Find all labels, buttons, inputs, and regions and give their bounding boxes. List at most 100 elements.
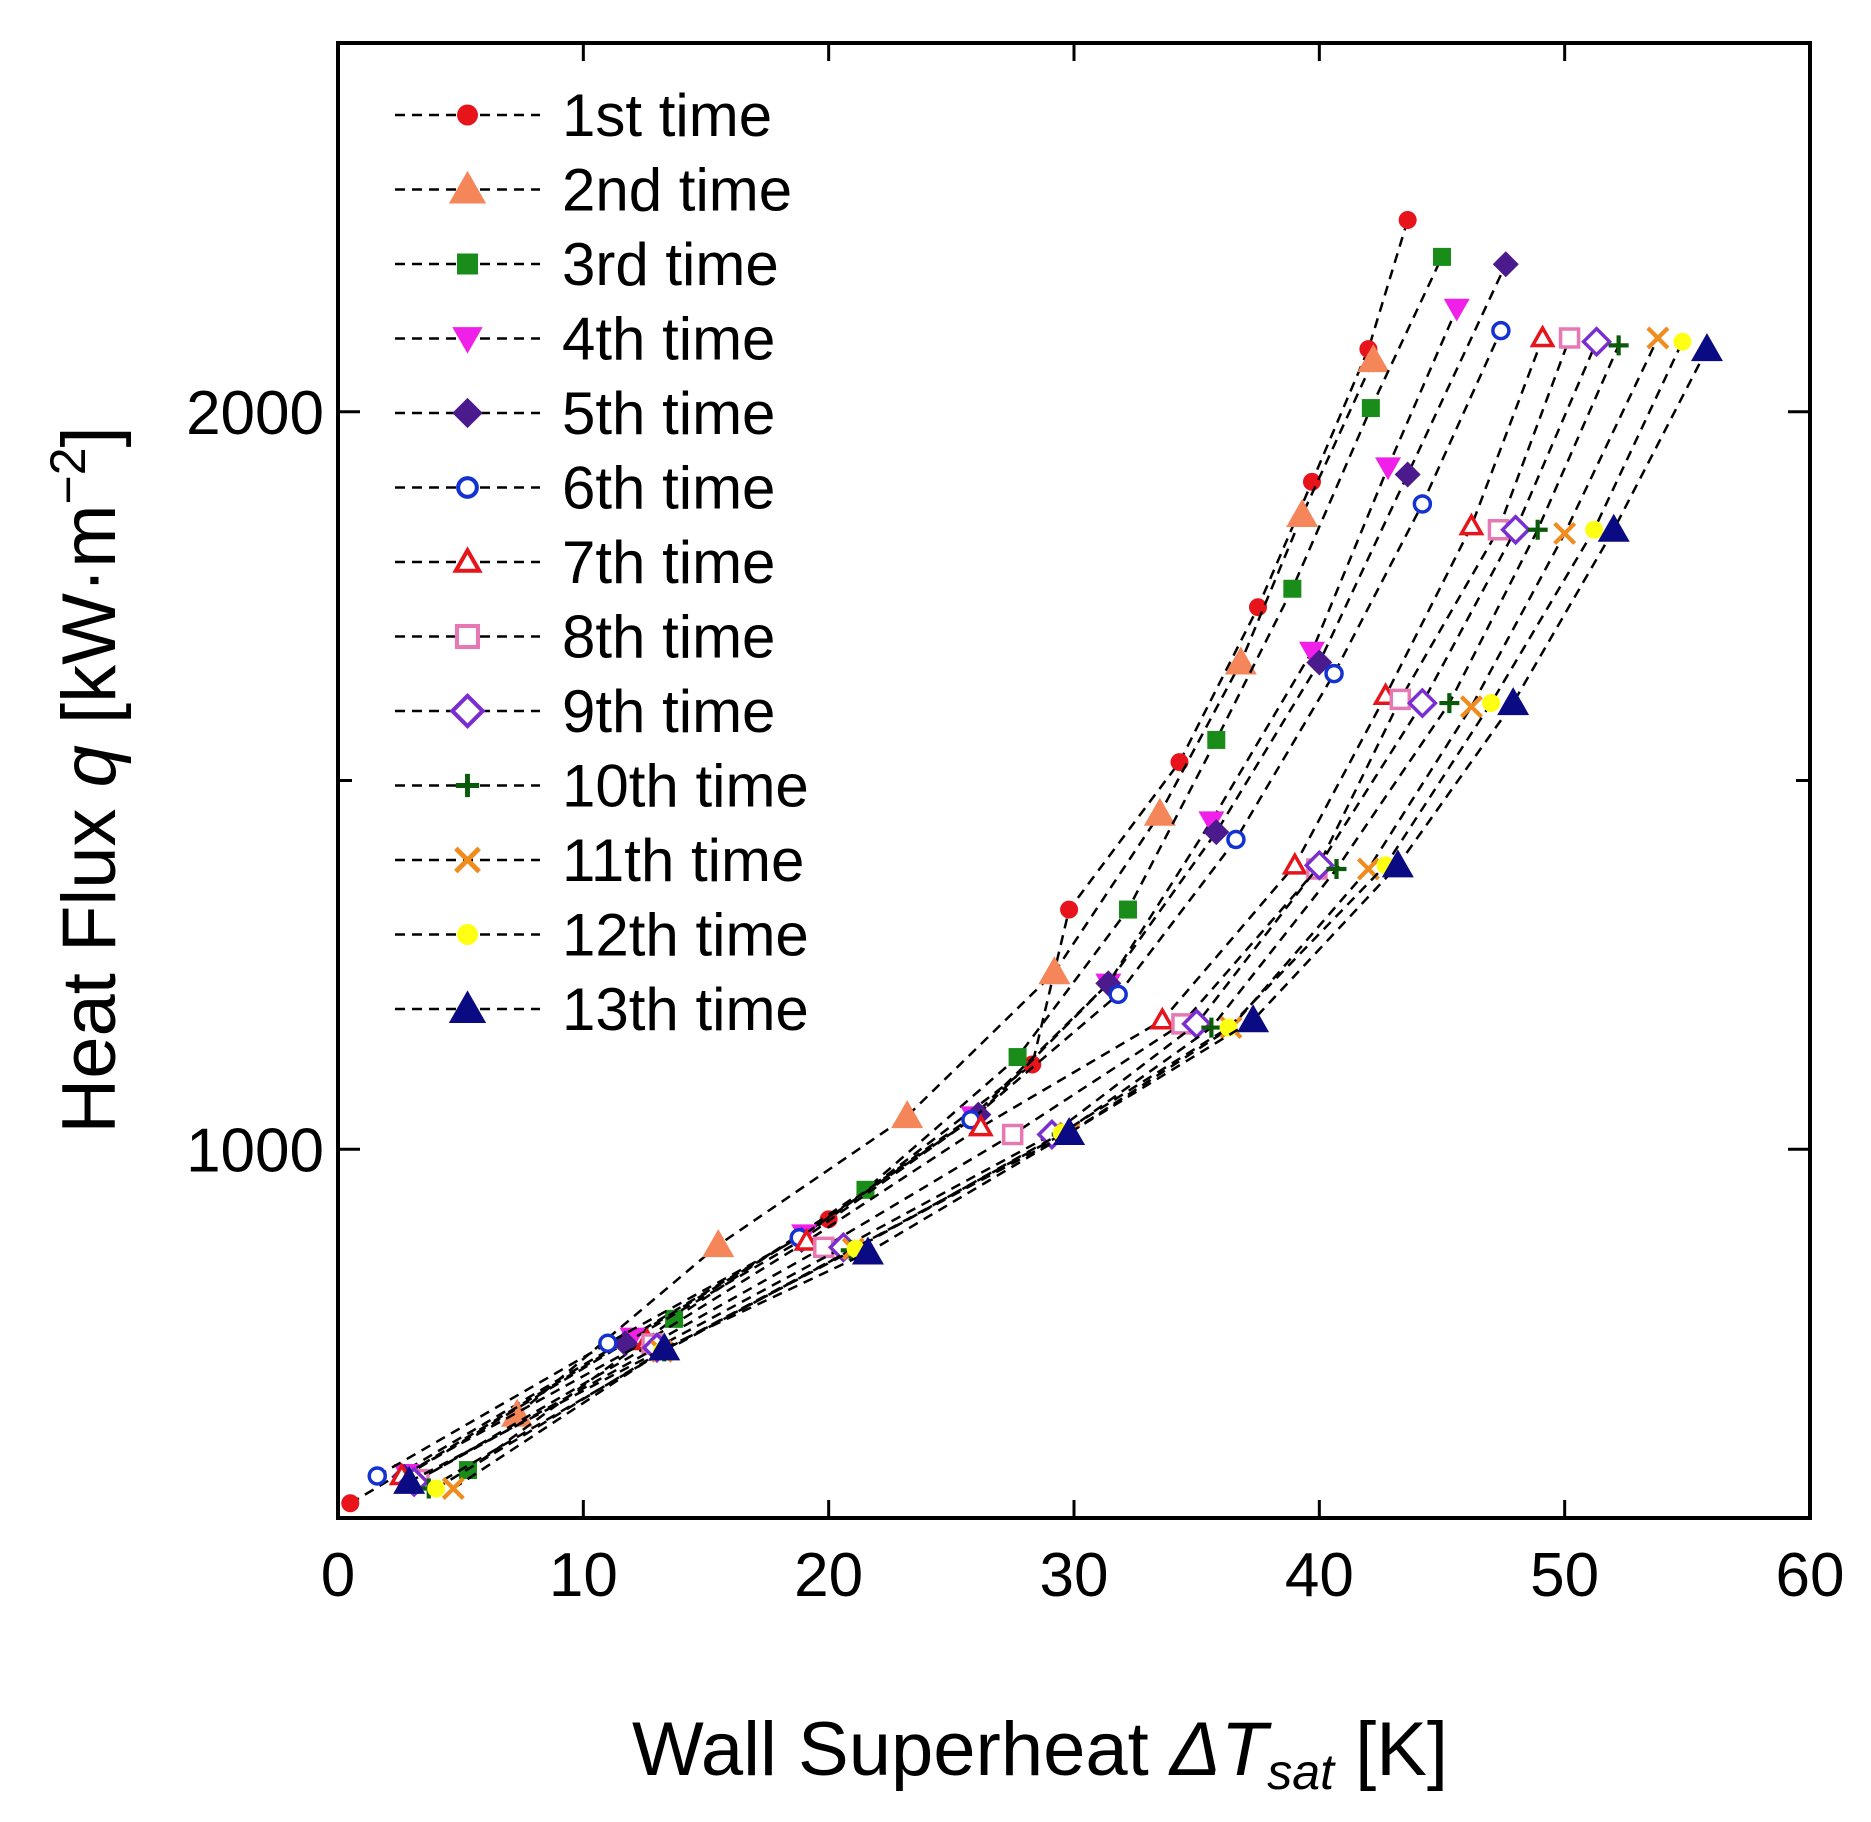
data-point [1673,332,1692,351]
data-point [1527,519,1548,540]
legend-item: 8th time [395,604,775,671]
x-tick-label: 60 [1776,1541,1845,1610]
data-point [1143,797,1176,826]
data-point [1443,298,1470,322]
x-axis-title: Wall Superheat ΔTsat [K] [632,1707,1448,1800]
y-axis-title: Heat Flux q [kW·m−2] [40,426,132,1133]
data-point [341,1494,360,1513]
data-point [393,1465,426,1494]
legend-marker [452,327,483,354]
legend-marker [457,253,478,275]
series-3 [459,247,1451,1480]
y-tick-label: 2000 [186,379,324,448]
data-point [1249,598,1267,617]
data-point [1558,327,1581,349]
data-point [1553,521,1577,545]
data-point [1608,335,1629,356]
data-point [427,1479,446,1498]
legend-label: 6th time [562,455,775,522]
data-point [1459,695,1483,719]
data-point [1394,461,1421,488]
data-point [1283,579,1302,598]
legend-label: 7th time [562,529,775,596]
data-point [1482,694,1501,713]
legend-marker [455,773,480,798]
series-line [435,341,1684,1490]
legend-label: 9th time [562,678,775,745]
data-point [1361,399,1380,418]
series-line [516,359,1375,1416]
legend-marker [457,924,478,945]
data-point [1224,646,1257,675]
legend-item: 6th time [395,455,775,522]
x-tick-label: 40 [1285,1541,1354,1610]
legend-item: 2nd time [395,157,792,224]
series-5 [391,251,1519,1490]
data-point [1118,900,1137,919]
data-point [1491,320,1511,341]
data-point [1458,512,1485,536]
data-point [648,1332,681,1361]
data-point [1398,211,1417,229]
data-point [1646,326,1670,350]
data-point [967,1113,994,1137]
legend-label: 2nd time [562,157,792,224]
data-point [441,1477,465,1500]
x-tick-label: 0 [321,1541,355,1610]
legend-item: 5th time [395,380,775,447]
data-point [1298,641,1325,665]
x-tick-label: 50 [1530,1541,1599,1610]
data-point [1237,1004,1270,1033]
legend-label: 12th time [562,902,809,969]
legend-item: 13th time [395,976,809,1043]
legend-item: 11th time [395,827,804,894]
legend-marker [452,546,483,573]
legend-marker [448,990,487,1023]
legend-marker [449,692,486,730]
data-point [1198,811,1225,835]
series-1 [341,211,1417,1513]
legend-label: 4th time [562,306,775,373]
data-point [1219,1018,1238,1037]
data-point [1375,457,1402,481]
legend-label: 11th time [562,827,804,894]
legend-item: 7th time [395,529,775,596]
data-point [1001,1123,1024,1146]
data-point [1412,494,1433,514]
data-point [1203,819,1230,846]
series-line [408,348,1709,1484]
data-point [1053,1117,1086,1146]
data-point [1149,1006,1176,1030]
data-point [1497,687,1530,716]
data-point [1170,753,1189,772]
data-point [1389,688,1412,711]
data-point [1585,520,1604,539]
legend-label: 3rd time [562,231,779,298]
data-point [1581,326,1613,358]
legend-item: 3rd time [395,231,779,298]
data-point [1406,687,1438,719]
legend-item: 9th time [395,678,775,745]
data-point [1008,1048,1027,1067]
data-point [1108,984,1128,1005]
data-point [1381,849,1414,878]
data-point [1023,1055,1042,1074]
series-line [403,263,1507,1478]
series-6 [367,320,1511,1486]
legend-marker [452,397,483,429]
legend-label: 13th time [562,976,809,1043]
series-layer [341,211,1723,1513]
legend-marker [454,623,481,650]
data-point [1433,247,1451,266]
data-point [851,1236,884,1265]
data-point [1529,324,1556,348]
axis-layer: 0 10 20 30 40 50 60 1000 2000 [186,43,1844,1610]
series-2 [501,344,1390,1427]
series-13 [393,333,1723,1494]
data-point [1207,730,1226,749]
data-point [1303,849,1335,881]
data-point [598,1333,618,1353]
legend-item: 1st time [395,82,772,149]
data-point [1690,333,1723,362]
data-point [1324,663,1344,684]
